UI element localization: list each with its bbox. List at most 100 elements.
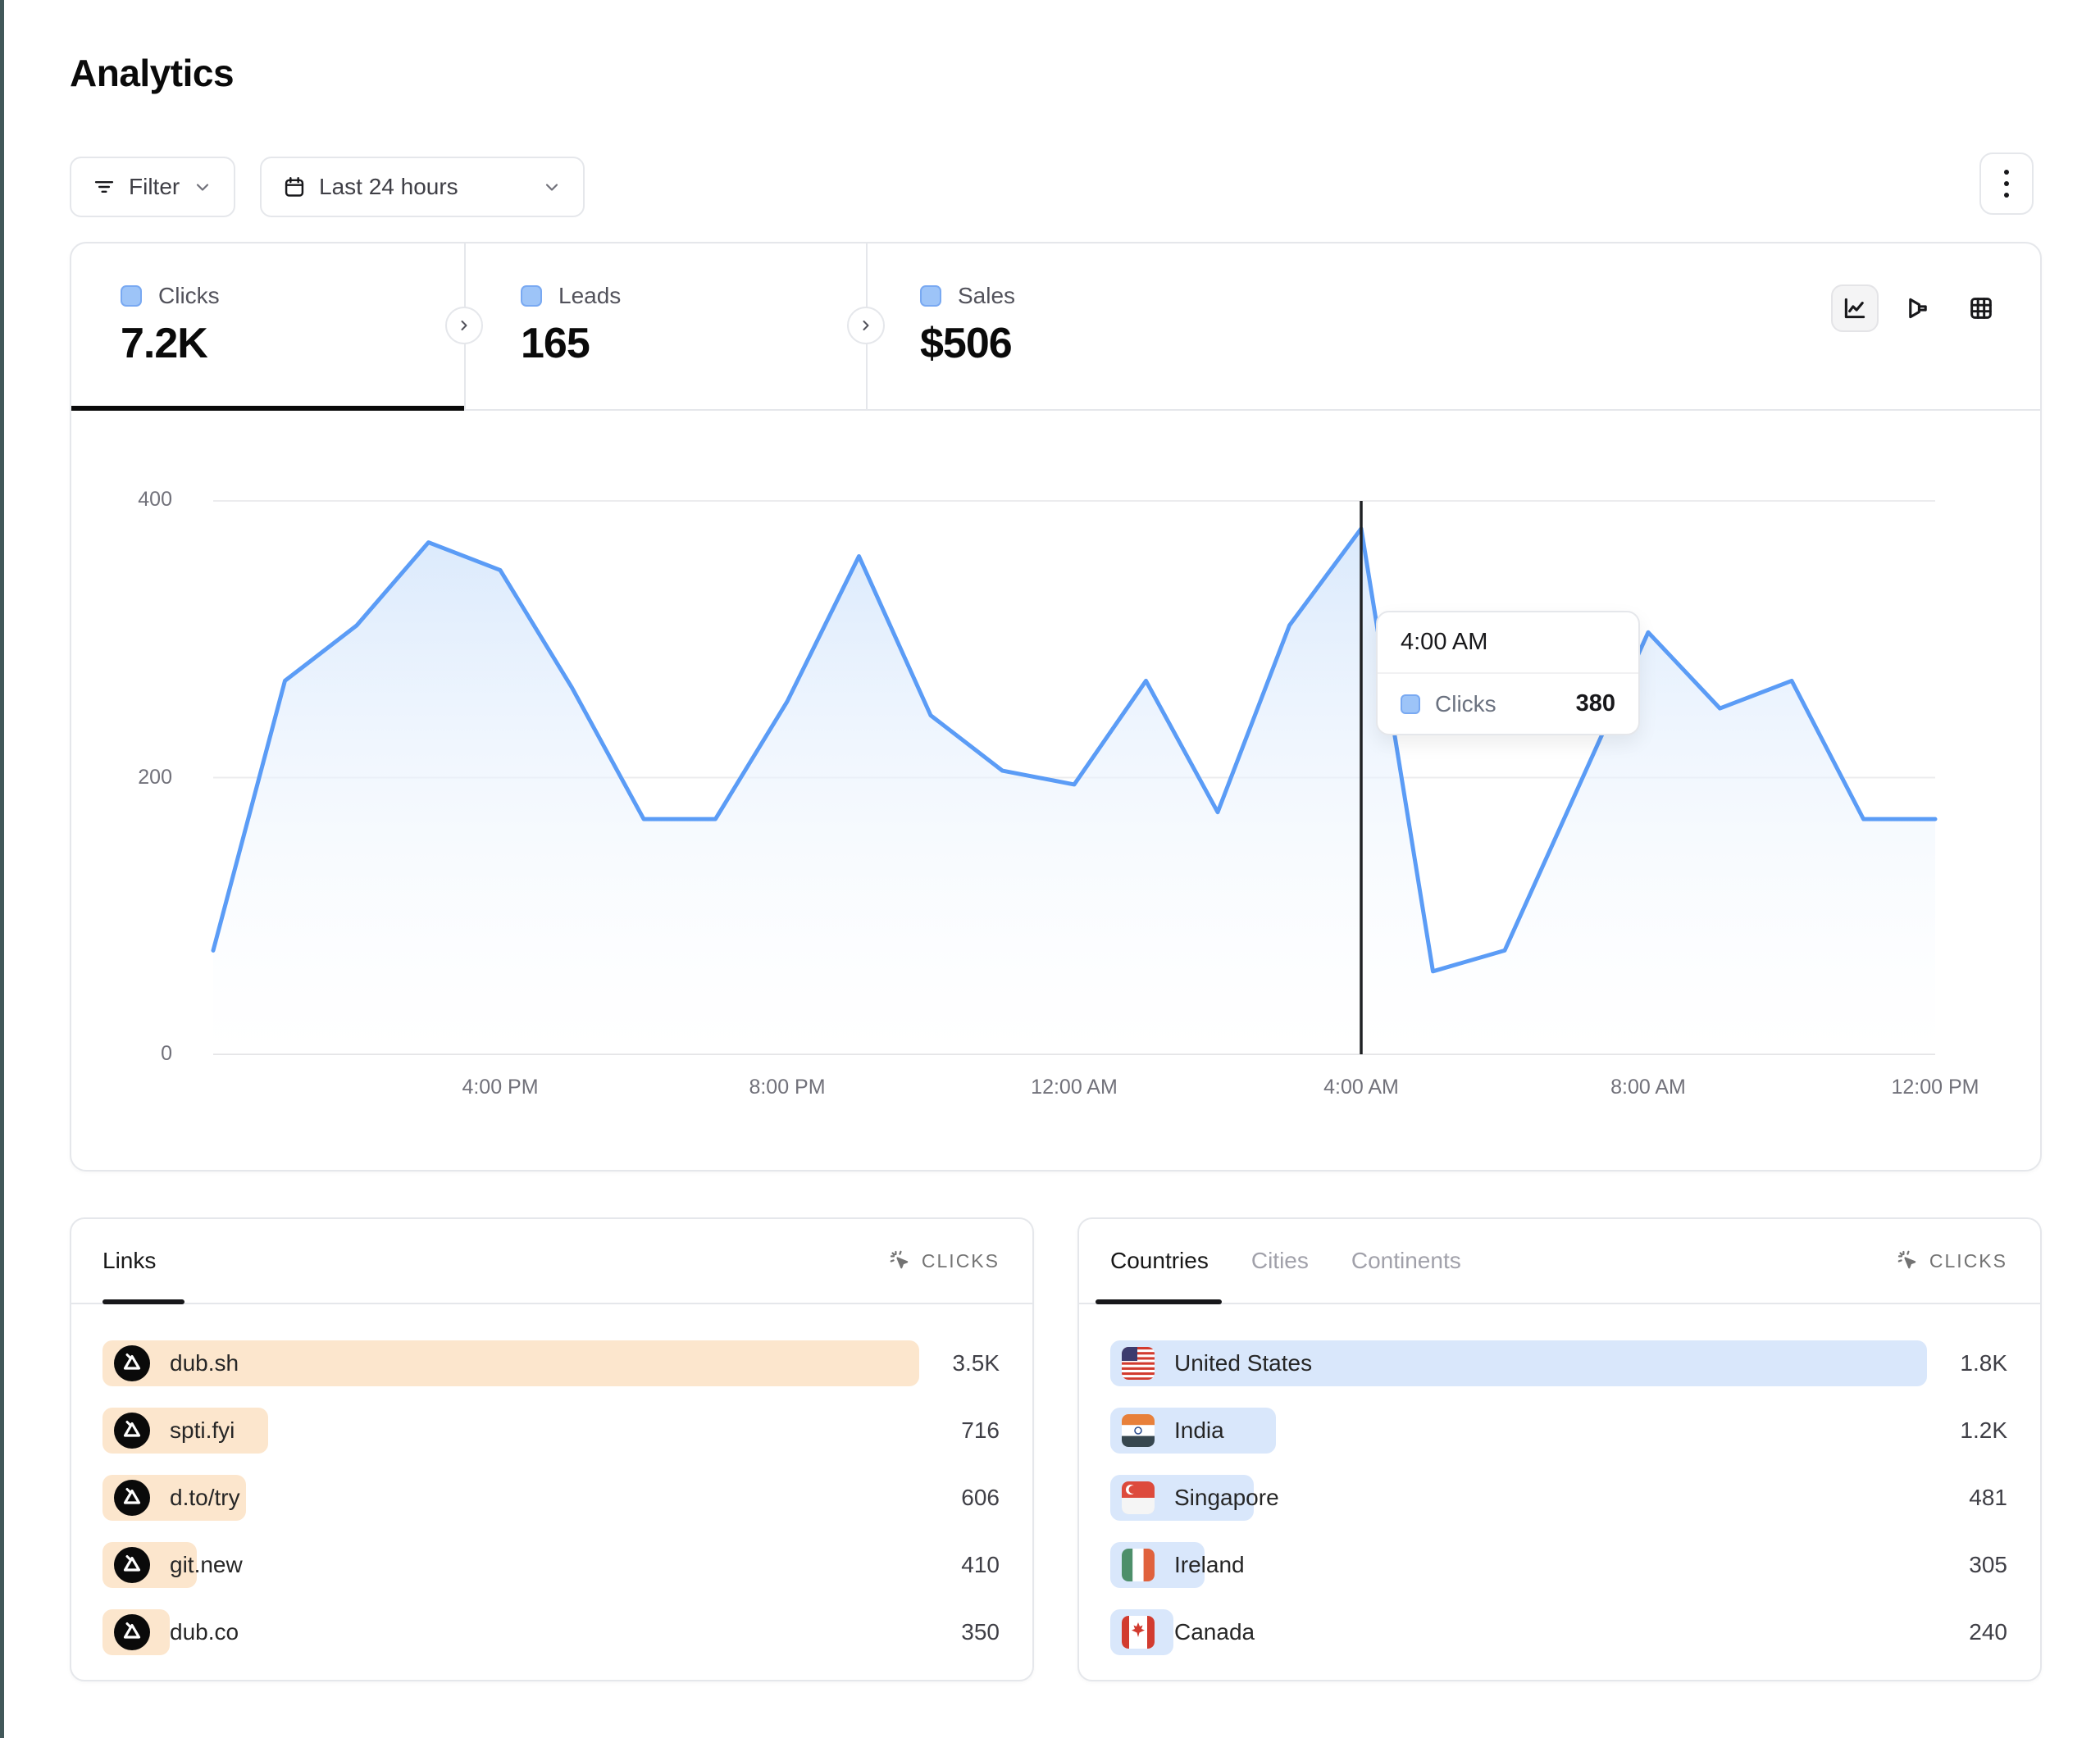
x-axis-tick: 4:00 PM bbox=[462, 1076, 539, 1099]
country-label: Singapore bbox=[1174, 1485, 1279, 1510]
country-label: United States bbox=[1174, 1350, 1313, 1376]
countries-rows: United States 1.8K India 1.2K Singapore 481 Ir… bbox=[1110, 1340, 2007, 1655]
clicks-stat-label: Clicks bbox=[158, 283, 220, 308]
leads-legend-swatch bbox=[521, 285, 542, 307]
page-title: Analytics bbox=[70, 52, 235, 94]
link-row[interactable]: spti.fyi 716 bbox=[102, 1408, 1000, 1454]
pointer-click-icon bbox=[1897, 1249, 1920, 1272]
links-tab-underline bbox=[102, 1299, 184, 1304]
link-label: dub.co bbox=[170, 1619, 239, 1645]
link-row[interactable]: git.new 410 bbox=[102, 1542, 1000, 1588]
clicks-count: 240 bbox=[1969, 1619, 2007, 1645]
links-metric-label: CLICKS bbox=[921, 1249, 1000, 1272]
clicks-count: 1.8K bbox=[1960, 1350, 2007, 1376]
clicks-count: 305 bbox=[1969, 1552, 2007, 1577]
countries-panel-header: Countries Cities Continents CLICKS bbox=[1079, 1219, 2040, 1304]
chevron-right-icon bbox=[858, 317, 874, 334]
filter-bars-icon bbox=[93, 175, 116, 198]
date-range-button[interactable]: Last 24 hours bbox=[260, 157, 585, 217]
clicks-count: 716 bbox=[961, 1417, 1000, 1443]
stats-tab-clicks[interactable]: Clicks 7.2K bbox=[71, 243, 464, 409]
sales-stat-value: $506 bbox=[920, 320, 1013, 367]
dub-logo-icon bbox=[114, 1480, 150, 1516]
funnel-chart-icon bbox=[1904, 294, 1932, 322]
calendar-icon bbox=[283, 175, 306, 198]
link-row[interactable]: dub.sh 3.5K bbox=[102, 1340, 1000, 1386]
dub-logo-icon bbox=[114, 1614, 150, 1650]
filter-button[interactable]: Filter bbox=[70, 157, 236, 217]
chart-view-table-button[interactable] bbox=[1957, 284, 2005, 332]
filter-button-label: Filter bbox=[129, 174, 180, 199]
tab-countries[interactable]: Countries bbox=[1110, 1248, 1209, 1273]
countries-metric-header[interactable]: CLICKS bbox=[1897, 1249, 2007, 1272]
country-label: Canada bbox=[1174, 1619, 1255, 1645]
dub-logo-icon bbox=[114, 1547, 150, 1583]
country-row[interactable]: Singapore 481 bbox=[1110, 1475, 2007, 1521]
x-axis-tick: 12:00 AM bbox=[1031, 1076, 1118, 1099]
sales-stat-label: Sales bbox=[958, 283, 1016, 308]
value-bar bbox=[1110, 1340, 1927, 1386]
countries-metric-label: CLICKS bbox=[1929, 1249, 2007, 1272]
stat-expand-button[interactable] bbox=[847, 307, 885, 344]
tooltip-time: 4:00 AM bbox=[1378, 612, 1638, 674]
y-axis-tick-200: 200 bbox=[138, 766, 172, 789]
clicks-area-fill bbox=[213, 528, 1935, 1054]
table-grid-icon bbox=[1967, 294, 1995, 322]
x-axis-tick: 4:00 AM bbox=[1323, 1076, 1399, 1099]
clicks-count: 1.2K bbox=[1960, 1417, 2007, 1443]
stats-tab-leads[interactable]: Leads 165 bbox=[466, 243, 866, 409]
line-chart-icon bbox=[1841, 294, 1869, 322]
y-axis-tick-400: 400 bbox=[138, 488, 172, 511]
leads-stat-label: Leads bbox=[558, 283, 622, 308]
link-row[interactable]: d.to/try 606 bbox=[102, 1475, 1000, 1521]
pointer-click-icon bbox=[889, 1249, 912, 1272]
chevron-down-icon bbox=[542, 177, 562, 197]
chart-tooltip: 4:00 AM Clicks 380 bbox=[1376, 611, 1640, 735]
country-row[interactable]: Canada 240 bbox=[1110, 1609, 2007, 1655]
clicks-area-chart[interactable] bbox=[189, 475, 1960, 1066]
countries-tab-underline bbox=[1096, 1299, 1222, 1304]
chevron-down-icon bbox=[193, 177, 212, 197]
link-label: git.new bbox=[170, 1552, 243, 1577]
link-label: dub.sh bbox=[170, 1350, 239, 1376]
ca-flag-icon bbox=[1122, 1616, 1155, 1649]
dub-logo-icon bbox=[114, 1413, 150, 1449]
tooltip-legend-swatch bbox=[1401, 694, 1420, 714]
links-rows: dub.sh 3.5K spti.fyi 716 d.to/try 606 git.new 4… bbox=[102, 1340, 1000, 1655]
country-row[interactable]: United States 1.8K bbox=[1110, 1340, 2007, 1386]
kebab-menu-button[interactable] bbox=[1979, 152, 2034, 215]
links-metric-header[interactable]: CLICKS bbox=[889, 1249, 1000, 1272]
left-edge-accent bbox=[0, 0, 4, 1738]
link-row[interactable]: dub.co 350 bbox=[102, 1609, 1000, 1655]
stat-expand-button[interactable] bbox=[445, 307, 483, 344]
clicks-stat-value: 7.2K bbox=[121, 320, 208, 367]
country-row[interactable]: India 1.2K bbox=[1110, 1408, 2007, 1454]
clicks-line-series bbox=[211, 526, 1938, 974]
stats-tab-sales[interactable]: Sales $506 bbox=[868, 243, 1294, 409]
tab-cities[interactable]: Cities bbox=[1250, 1248, 1309, 1273]
chart-view-line-button[interactable] bbox=[1831, 284, 1879, 332]
tooltip-series-label: Clicks bbox=[1435, 690, 1496, 717]
chart-view-funnel-button[interactable] bbox=[1894, 284, 1942, 332]
tooltip-value: 380 bbox=[1575, 690, 1615, 717]
country-row[interactable]: Ireland 305 bbox=[1110, 1542, 2007, 1588]
x-axis-tick: 12:00 PM bbox=[1891, 1076, 1979, 1099]
ie-flag-icon bbox=[1122, 1549, 1155, 1581]
link-label: d.to/try bbox=[170, 1485, 240, 1510]
country-label: Ireland bbox=[1174, 1552, 1245, 1577]
active-tab-underline bbox=[71, 406, 464, 411]
y-axis-tick-0: 0 bbox=[161, 1042, 172, 1065]
clicks-count: 3.5K bbox=[952, 1350, 1000, 1376]
x-axis-tick: 8:00 AM bbox=[1610, 1076, 1686, 1099]
clicks-count: 350 bbox=[961, 1619, 1000, 1645]
links-panel: Links CLICKS dub.sh 3.5K spti.fyi 716 d.to/t… bbox=[70, 1217, 1034, 1681]
sales-legend-swatch bbox=[920, 285, 941, 307]
tab-links[interactable]: Links bbox=[102, 1248, 157, 1273]
stats-tabs-row: Clicks 7.2K Leads 165 Sales $506 bbox=[71, 243, 2040, 411]
clicks-count: 410 bbox=[961, 1552, 1000, 1577]
leads-stat-value: 165 bbox=[521, 320, 590, 367]
tab-continents[interactable]: Continents bbox=[1351, 1248, 1461, 1273]
x-axis-tick: 8:00 PM bbox=[749, 1076, 826, 1099]
chevron-right-icon bbox=[456, 317, 472, 334]
